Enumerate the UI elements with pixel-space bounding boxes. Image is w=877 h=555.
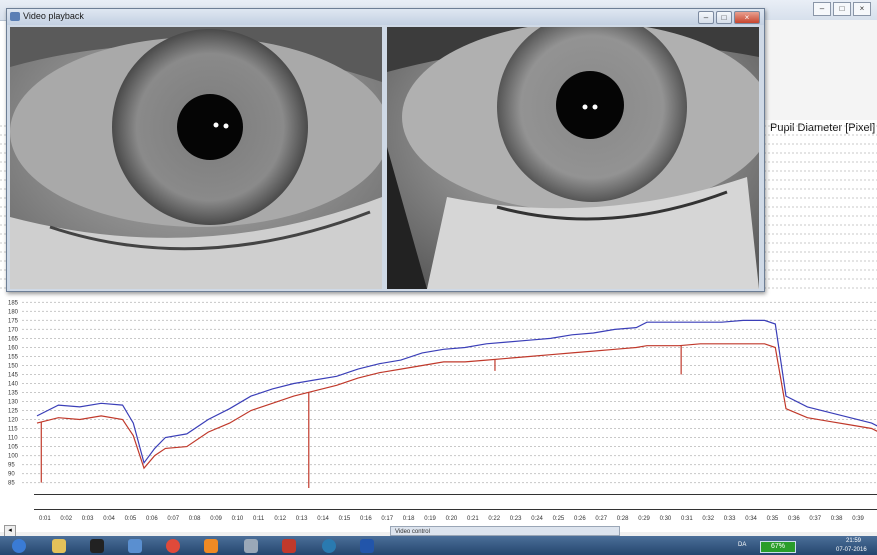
x-tick-label: 0:37: [809, 516, 822, 522]
start-orb-icon[interactable]: [12, 539, 26, 553]
side-panel: [762, 20, 877, 120]
x-tick-label: 0:26: [574, 516, 586, 522]
x-tick-label: 0:02: [60, 516, 73, 522]
y-tick-label: 170: [8, 327, 19, 333]
main-maximize-button[interactable]: □: [833, 2, 851, 16]
left-eye-image: [10, 27, 382, 289]
y-tick-label: 140: [8, 381, 19, 387]
y-tick-label: 95: [8, 463, 15, 469]
timeline-axis[interactable]: [34, 494, 877, 510]
app-icon-6[interactable]: [360, 539, 374, 553]
y-tick-label: 130: [8, 400, 19, 406]
left-eye-video: [10, 27, 382, 289]
y-tick-label: 150: [8, 363, 19, 369]
file-explorer-icon[interactable]: [52, 539, 66, 553]
y-tick-label: 90: [8, 472, 15, 478]
y-tick-label: 100: [8, 454, 19, 460]
video-minimize-button[interactable]: –: [698, 11, 714, 24]
main-close-button[interactable]: ×: [853, 2, 871, 16]
pdf-reader-icon[interactable]: [282, 539, 296, 553]
main-window-controls: – □ ×: [813, 2, 871, 16]
x-tick-label: 0:18: [402, 516, 415, 522]
x-tick-label: 0:11: [253, 516, 265, 522]
right-eye-image: [387, 27, 759, 289]
app-icon-1[interactable]: [90, 539, 104, 553]
taskbar: [0, 536, 877, 555]
x-tick-label: 0:28: [616, 516, 629, 522]
video-window-title: Video playback: [23, 11, 84, 21]
x-tick-label: 0:24: [531, 516, 543, 522]
x-tick-label: 0:03: [81, 516, 94, 522]
x-tick-label: 0:31: [681, 516, 693, 522]
x-tick-label: 0:06: [146, 516, 158, 522]
y-tick-label: 115: [8, 427, 18, 433]
x-tick-label: 0:21: [467, 516, 479, 522]
x-tick-label: 0:09: [210, 516, 222, 522]
y-tick-label: 125: [8, 409, 19, 415]
video-window-controls: – □ ×: [698, 11, 760, 24]
y-tick-label: 160: [8, 345, 19, 351]
x-tick-label: 0:23: [509, 516, 522, 522]
x-tick-label: 0:07: [167, 516, 180, 522]
video-control-bar[interactable]: Video control: [390, 526, 620, 536]
y-tick-label: 110: [8, 436, 18, 442]
app-icon-4[interactable]: [244, 539, 258, 553]
x-tick-label: 0:29: [638, 516, 650, 522]
x-tick-label: 0:32: [702, 516, 715, 522]
series-line-1: [36, 319, 877, 465]
app-icon-2[interactable]: [128, 539, 142, 553]
y-tick-label: 120: [8, 418, 19, 424]
y-tick-label: 185: [8, 300, 19, 306]
x-tick-label: 0:13: [295, 516, 308, 522]
x-tick-label: 0:05: [124, 516, 137, 522]
y-tick-label: 165: [8, 336, 19, 342]
y-tick-label: 105: [8, 445, 19, 451]
video-playback-window: Video playback – □ ×: [6, 8, 765, 292]
x-tick-label: 0:16: [360, 516, 372, 522]
series-line-2: [36, 343, 877, 470]
main-minimize-button[interactable]: –: [813, 2, 831, 16]
x-tick-label: 0:01: [39, 516, 51, 522]
video-close-button[interactable]: ×: [734, 11, 760, 24]
chrome-icon[interactable]: [166, 539, 180, 553]
x-tick-label: 0:22: [488, 516, 501, 522]
x-tick-label: 0:08: [188, 516, 201, 522]
x-tick-label: 0:17: [381, 516, 394, 522]
x-tick-label: 0:39: [852, 516, 864, 522]
x-tick-label: 0:14: [317, 516, 329, 522]
y-tick-label: 85: [8, 481, 15, 487]
x-tick-label: 0:27: [595, 516, 608, 522]
x-tick-label: 0:36: [788, 516, 800, 522]
x-tick-label: 0:12: [274, 516, 287, 522]
pupil-diameter-chart: 185 180 175 170 165 160 155 150 145 140 135 130 125 1…: [0, 125, 877, 488]
x-tick-label: 0:19: [424, 516, 436, 522]
clock-date[interactable]: 07-07-2016: [836, 547, 867, 553]
x-tick-label: 0:38: [830, 516, 843, 522]
video-titlebar[interactable]: Video playback – □ ×: [7, 9, 764, 25]
pupil-diameter-label: Pupil Diameter [Pixel]: [770, 122, 876, 134]
y-tick-label: 145: [8, 372, 19, 378]
x-tick-label: 0:33: [723, 516, 736, 522]
video-window-icon: [10, 12, 20, 21]
y-tick-label: 175: [8, 318, 19, 324]
x-tick-label: 0:35: [766, 516, 779, 522]
x-tick-label: 0:15: [338, 516, 351, 522]
app-icon-3[interactable]: [204, 539, 218, 553]
x-tick-label: 0:04: [103, 516, 115, 522]
app-icon-5[interactable]: [322, 539, 336, 553]
x-tick-label: 0:20: [445, 516, 458, 522]
video-maximize-button[interactable]: □: [716, 11, 732, 24]
battery-indicator[interactable]: 67%: [760, 541, 796, 553]
clock-time[interactable]: 21:59: [846, 538, 862, 544]
x-tick-label: 0:34: [745, 516, 757, 522]
y-tick-label: 180: [8, 309, 19, 315]
right-eye-video: [387, 27, 759, 289]
language-indicator[interactable]: DA: [738, 542, 747, 548]
x-tick-label: 0:10: [231, 516, 244, 522]
x-tick-label: 0:30: [659, 516, 672, 522]
y-tick-label: 135: [8, 391, 19, 397]
x-tick-label: 0:25: [552, 516, 565, 522]
y-tick-label: 155: [8, 354, 19, 360]
